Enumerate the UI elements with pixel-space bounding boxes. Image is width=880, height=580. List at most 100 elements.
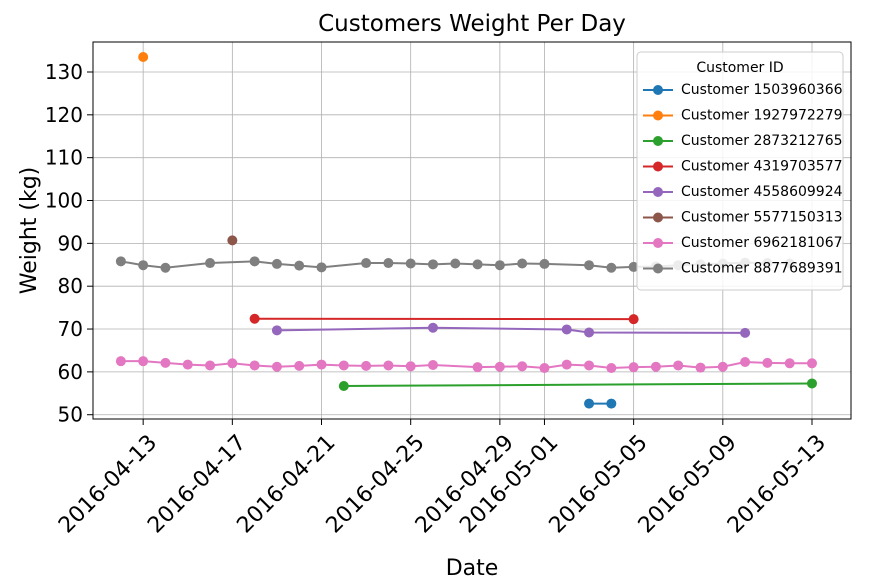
data-point: [338, 381, 349, 392]
legend-swatch-marker: [653, 136, 663, 146]
data-point: [361, 360, 372, 371]
legend-item: Customer 1927972279: [643, 108, 843, 124]
data-point: [383, 258, 394, 269]
y-tick-label: 70: [58, 317, 83, 341]
data-point: [115, 256, 126, 267]
data-point: [271, 325, 282, 336]
x-axis: 2016-04-132016-04-172016-04-212016-04-25…: [54, 419, 831, 538]
series-customer-4558609924: [271, 322, 751, 338]
data-point: [561, 324, 572, 335]
data-point: [517, 361, 528, 372]
y-axis-label: Weight (kg): [17, 167, 42, 295]
data-point: [316, 359, 327, 370]
y-axis: 50 60 70 80 90 100 110 120 130: [45, 60, 93, 427]
data-point: [427, 259, 438, 270]
chart-title: Customers Weight Per Day: [318, 11, 626, 37]
legend-item: Customer 2873212765: [643, 133, 843, 149]
legend-item: Customer 4319703577: [643, 159, 843, 175]
data-point: [316, 262, 327, 273]
legend-swatch-marker: [653, 85, 663, 95]
series-line: [343, 382, 812, 388]
data-point: [740, 327, 751, 338]
data-point: [584, 360, 595, 371]
data-point: [539, 258, 550, 269]
y-tick-label: 90: [58, 231, 83, 255]
data-point: [405, 258, 416, 269]
y-tick-label: 60: [58, 360, 83, 384]
data-point: [138, 51, 149, 62]
legend-label: Customer 1927972279: [681, 108, 843, 124]
data-point: [517, 258, 528, 269]
data-point: [450, 258, 461, 269]
series-customer-1503960366: [584, 398, 617, 409]
data-point: [294, 360, 305, 371]
legend-label: Customer 2873212765: [681, 133, 843, 149]
data-point: [249, 360, 260, 371]
data-point: [271, 361, 282, 372]
data-point: [249, 313, 260, 324]
data-point: [383, 360, 394, 371]
legend-item: Customer 5577150313: [643, 210, 843, 226]
legend-swatch-marker: [653, 187, 663, 197]
y-tick-label: 50: [58, 403, 83, 427]
data-point: [427, 360, 438, 371]
data-point: [584, 260, 595, 271]
legend-title: Customer ID: [696, 60, 783, 76]
legend-label: Customer 6962181067: [681, 235, 843, 251]
data-point: [762, 357, 773, 368]
data-point: [628, 362, 639, 373]
legend-swatch-marker: [653, 238, 663, 248]
series-customer-1927972279: [138, 51, 149, 62]
data-point: [427, 322, 438, 333]
data-point: [138, 356, 149, 367]
data-point: [717, 361, 728, 372]
data-point: [628, 314, 639, 325]
data-point: [205, 258, 216, 269]
legend: Customer ID Customer 1503960366 Customer 1…: [636, 51, 844, 291]
data-point: [628, 261, 639, 272]
series-customer-2873212765: [338, 378, 817, 392]
x-axis-label: Date: [446, 556, 499, 580]
data-point: [338, 360, 349, 371]
data-point: [494, 260, 505, 271]
legend-label: Customer 4319703577: [681, 159, 843, 175]
y-tick-label: 80: [58, 274, 83, 298]
y-tick-label: 120: [45, 103, 83, 127]
data-point: [606, 398, 617, 409]
data-point: [740, 357, 751, 368]
data-point: [806, 358, 817, 369]
data-point: [160, 262, 171, 273]
legend-label: Customer 1503960366: [681, 82, 843, 98]
legend-item: Customer 8877689391: [643, 261, 843, 277]
data-point: [205, 360, 216, 371]
data-point: [561, 359, 572, 370]
data-point: [584, 398, 595, 409]
data-point: [160, 357, 171, 368]
legend-swatch-marker: [653, 212, 663, 223]
data-point: [472, 362, 483, 373]
data-point: [249, 256, 260, 267]
series-customer-5577150313: [227, 235, 238, 246]
series-customer-4319703577: [249, 313, 639, 325]
legend-swatch-marker: [653, 110, 663, 121]
data-point: [695, 362, 706, 373]
data-point: [294, 260, 305, 271]
data-point: [494, 361, 505, 372]
data-point: [227, 235, 238, 246]
legend-label: Customer 5577150313: [681, 210, 843, 226]
data-point: [584, 327, 595, 338]
y-tick-label: 100: [45, 189, 83, 213]
data-point: [784, 358, 795, 369]
data-point: [650, 361, 661, 372]
legend-label: Customer 4558609924: [681, 184, 843, 200]
data-point: [606, 363, 617, 374]
data-point: [227, 358, 238, 369]
legend-swatch-marker: [653, 263, 663, 274]
series-customer-6962181067: [115, 356, 817, 374]
legend-swatch-marker: [653, 161, 663, 172]
legend-label: Customer 8877689391: [681, 261, 843, 277]
data-point: [361, 258, 372, 269]
data-point: [182, 359, 193, 370]
